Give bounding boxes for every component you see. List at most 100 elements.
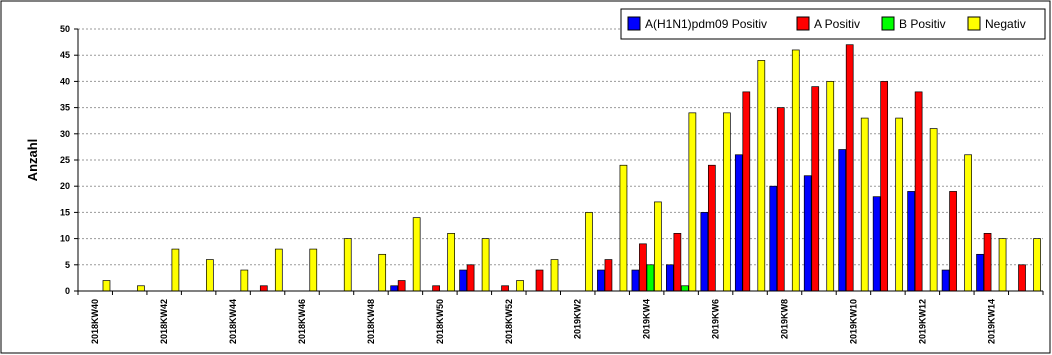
- x-tick-label: 2019KW14: [986, 299, 996, 344]
- y-tick-label: 25: [60, 155, 70, 165]
- x-tick-labels: 2018KW40 2018KW42 2018KW44 2018KW46 2018KW48…: [90, 299, 996, 344]
- bar-2018KW52-1: [501, 285, 509, 292]
- y-tick-labels: 0 5 10 15 20 25 30 35 40 45 50: [60, 24, 70, 296]
- bar-2018KW44-3: [240, 269, 249, 292]
- bar-2019KW3-3: [619, 164, 628, 292]
- bars: [102, 44, 1041, 292]
- bar-2018KW45-1: [259, 285, 268, 292]
- bar-2018KW46-3: [309, 248, 318, 292]
- x-tick-label: 2019KW6: [711, 299, 721, 339]
- bar-2019KW1-1: [535, 269, 544, 292]
- bar-2018KW45-3: [274, 248, 283, 292]
- bar-2019KW4-1: [639, 243, 647, 292]
- bar-2019KW8-3: [791, 49, 800, 292]
- y-tick-label: 10: [60, 234, 70, 244]
- bar-2018KW48-3: [378, 253, 387, 292]
- x-tick-label: 2018KW44: [228, 299, 238, 344]
- bar-2018KW50-3: [447, 233, 455, 292]
- axes: [77, 29, 1044, 295]
- bar-2019KW6-3: [722, 112, 731, 292]
- bar-2018KW51-1: [466, 264, 475, 292]
- bar-2019KW12-1: [914, 91, 923, 292]
- bar-2019KW13-0: [941, 269, 950, 292]
- bar-2019KW10-1: [845, 44, 854, 292]
- bar-2018KW49-0: [390, 285, 399, 292]
- legend-label-1: A Positiv: [814, 17, 860, 31]
- bar-2019KW11-1: [880, 81, 889, 292]
- legend-swatch-0: [627, 16, 641, 31]
- y-tick-label: 30: [60, 129, 70, 139]
- bar-2019KW4-2: [646, 264, 655, 292]
- x-tick-label: 2019KW4: [642, 299, 652, 339]
- bar-2019KW8-1: [776, 107, 785, 292]
- bar-2018KW49-3: [412, 217, 421, 292]
- y-tick-label: 35: [60, 103, 70, 113]
- bar-2019KW8-0: [769, 185, 778, 292]
- bar-2019KW7-1: [742, 91, 751, 292]
- legend-swatch-1: [796, 16, 810, 31]
- bar-2018KW52-3: [516, 280, 524, 292]
- y-tick-label: 5: [65, 260, 70, 270]
- bar-2019KW2-3: [585, 212, 593, 292]
- bar-2019KW7-3: [757, 60, 766, 292]
- bar-2019KW5-2: [681, 285, 689, 292]
- x-tick-label: 2018KW46: [297, 299, 307, 344]
- legend-label-3: Negativ: [985, 17, 1026, 31]
- bar-2019KW9-3: [826, 81, 835, 292]
- bar-2018KW51-0: [459, 269, 467, 292]
- bar-2018KW49-1: [397, 280, 406, 292]
- bar-2019KW14-3: [998, 238, 1007, 292]
- y-tick-label: 20: [60, 181, 70, 191]
- bar-2019KW5-3: [688, 112, 697, 292]
- bar-2019KW11-0: [872, 196, 881, 292]
- bar-2019KW15-1: [1018, 264, 1026, 292]
- bar-2019KW11-3: [895, 117, 904, 292]
- y-tick-label: 15: [60, 207, 70, 217]
- x-tick-label: 2019KW8: [780, 299, 790, 339]
- bar-2019KW5-1: [673, 233, 682, 292]
- bar-2019KW10-0: [838, 149, 847, 292]
- y-tick-label: 0: [65, 286, 70, 296]
- x-tick-label: 2018KW40: [90, 299, 100, 344]
- y-axis-title: Anzahl: [25, 139, 40, 182]
- bar-2018KW43-3: [206, 259, 214, 292]
- bar-2019KW6-1: [707, 164, 716, 292]
- bar-2019KW3-1: [604, 259, 613, 292]
- bar-2019KW7-0: [734, 154, 743, 292]
- bar-2018KW47-3: [343, 238, 352, 292]
- x-tick-label: 2019KW2: [573, 299, 583, 339]
- x-tick-label: 2018KW50: [435, 299, 445, 344]
- bar-2019KW9-1: [811, 86, 820, 292]
- x-tick-label: 2018KW48: [366, 299, 376, 344]
- bar-2019KW4-0: [631, 269, 640, 292]
- bar-2019KW12-3: [929, 128, 938, 292]
- bar-2019KW15-3: [1033, 238, 1041, 292]
- y-tick-label: 45: [60, 50, 70, 60]
- y-tick-label: 50: [60, 24, 70, 34]
- bar-2019KW10-3: [860, 117, 869, 292]
- bar-2018KW51-3: [481, 238, 490, 292]
- bar-2019KW4-3: [654, 201, 662, 292]
- bar-2018KW40-3: [102, 280, 111, 292]
- bar-2019KW6-0: [700, 212, 709, 292]
- bar-2018KW50-1: [432, 285, 440, 292]
- legend-label-0: A(H1N1)pdm09 Positiv: [645, 17, 767, 31]
- bar-2019KW3-0: [597, 269, 605, 292]
- legend-swatch-2: [881, 16, 895, 31]
- bar-2018KW41-3: [137, 285, 145, 292]
- x-tick-label: 2018KW42: [159, 299, 169, 344]
- bar-2019KW14-1: [983, 233, 992, 292]
- bar-2019KW9-0: [803, 175, 812, 292]
- x-tick-label: 2018KW52: [504, 299, 514, 344]
- legend-label-2: B Positiv: [899, 17, 946, 31]
- bar-2019KW14-0: [976, 253, 984, 292]
- bar-2019KW1-3: [550, 259, 559, 292]
- x-tick-label: 2019KW10: [848, 299, 858, 344]
- x-tick-label: 2019KW12: [917, 299, 927, 344]
- bar-2019KW12-0: [907, 191, 915, 292]
- bar-2018KW42-3: [171, 248, 180, 292]
- legend-swatch-3: [967, 16, 981, 31]
